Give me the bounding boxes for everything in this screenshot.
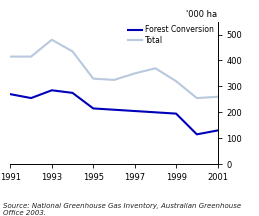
Text: Source: National Greenhouse Gas Inventory, Australian Greenhouse
Office 2003.: Source: National Greenhouse Gas Inventor… — [3, 203, 241, 216]
Text: '000 ha: '000 ha — [186, 10, 218, 19]
Legend: Forest Conversion, Total: Forest Conversion, Total — [128, 25, 214, 45]
